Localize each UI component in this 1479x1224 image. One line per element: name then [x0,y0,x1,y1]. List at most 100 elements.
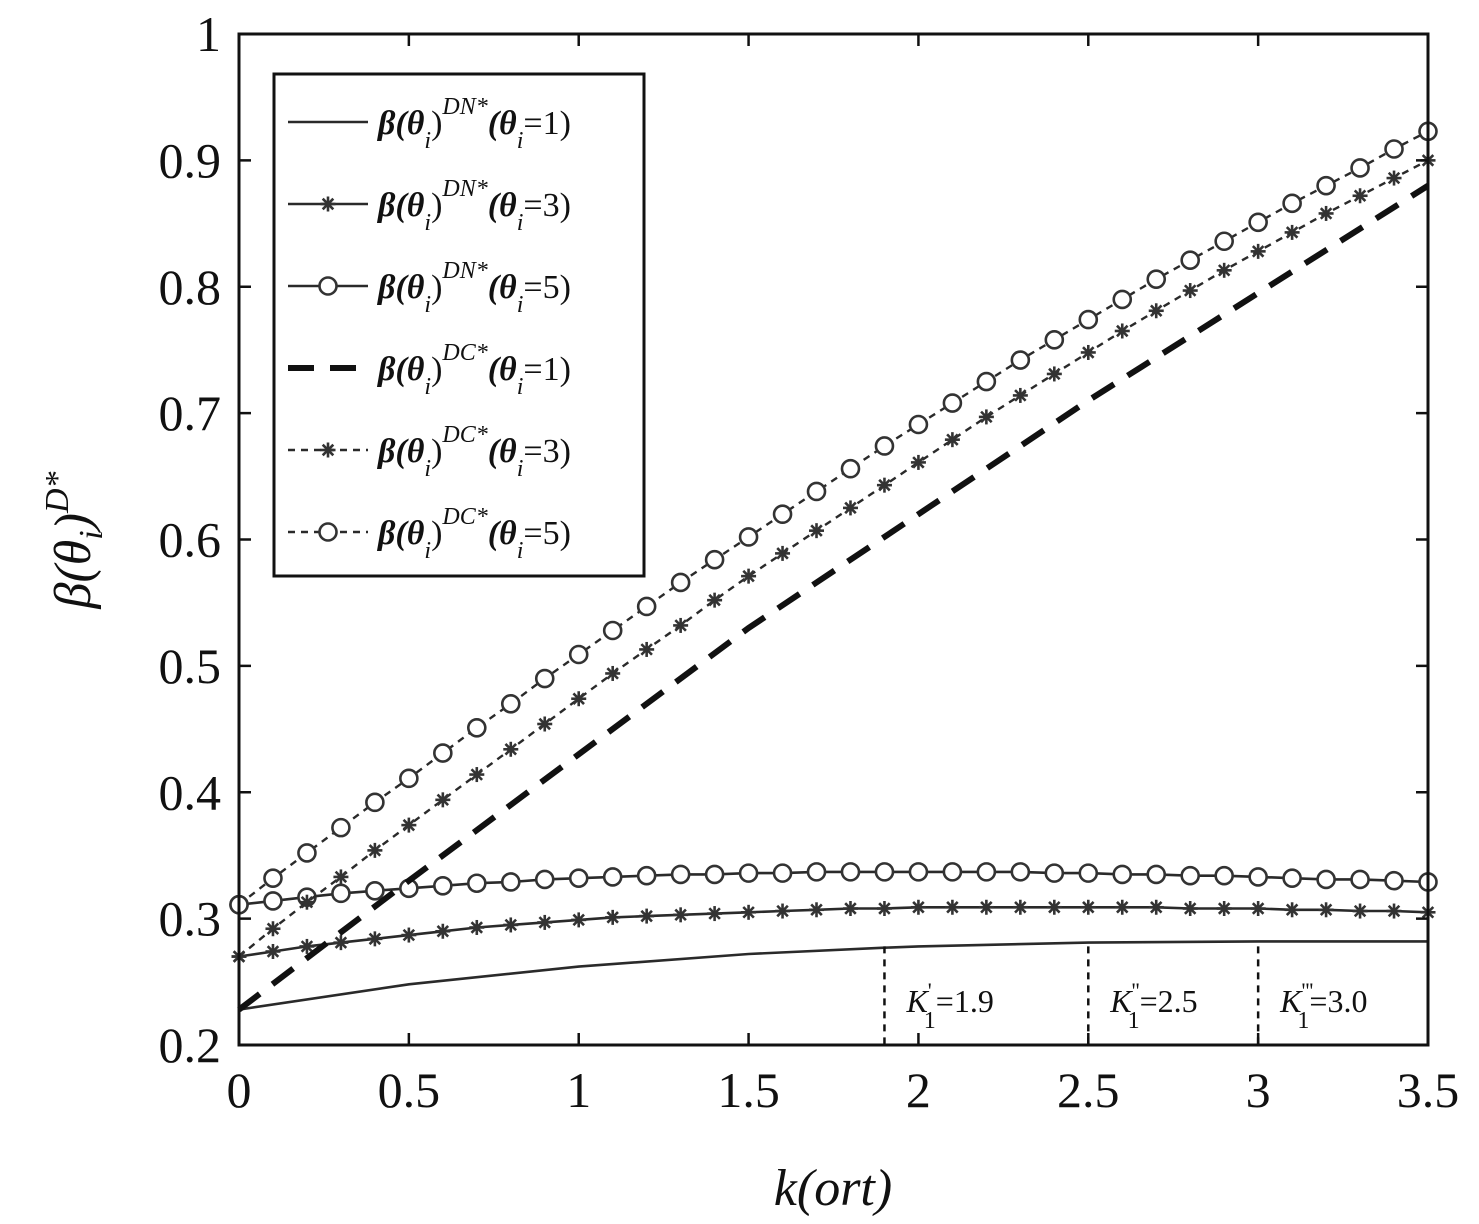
data-point [500,693,521,714]
data-point [333,935,349,951]
data-point [942,393,963,413]
legend-item-5: β(θi)DC*(θi=3) [288,422,571,482]
data-point [806,481,827,502]
y-tick-label: 1 [196,6,221,62]
data-point [1248,212,1268,233]
data-point [976,862,997,882]
data-point [704,864,725,885]
data-point [534,869,555,890]
data-point [1112,289,1133,310]
data-point [1146,269,1167,289]
data-point [399,768,419,789]
data-point [876,477,892,493]
legend-item-3: β(θi)DN*(θi=5) [288,258,571,318]
data-point [840,862,861,882]
data-point [1114,323,1130,339]
legend-marker [320,196,336,212]
x-tick-label: 0 [227,1062,252,1118]
data-point [1386,903,1402,919]
data-point [605,909,621,925]
data-point [1046,899,1062,915]
series-6 [229,121,1438,915]
data-point [466,717,487,738]
data-point [1216,262,1232,278]
data-point [1114,899,1130,915]
data-point [908,862,929,882]
series-5 [231,152,1436,965]
x-tick-label: 2 [906,1062,931,1118]
data-point [367,842,383,858]
data-point [365,792,385,813]
series-line-4 [237,183,1430,1012]
data-point [401,817,417,833]
data-point [738,863,759,883]
data-point [738,527,759,547]
data-point [636,865,657,886]
annotation-label: K'' 1=2.5 [1109,978,1197,1034]
data-point [639,908,655,924]
data-point [605,665,621,681]
data-point [1180,250,1200,271]
plot-content [229,121,1438,1012]
y-tick-label: 0.7 [159,385,222,441]
data-point [265,921,281,937]
legend-marker [320,442,336,458]
x-tick-label: 3.5 [1397,1062,1460,1118]
data-point [809,902,825,918]
data-point [1012,387,1028,403]
legend-label: β(θi)DC*(θi=1) [376,340,571,400]
legend-box [272,72,646,578]
legend-item-2: β(θi)DN*(θi=3) [288,176,571,236]
data-point [537,716,553,732]
data-point [874,862,895,882]
data-point [1250,243,1266,259]
data-point [537,914,553,930]
data-point [534,668,555,689]
data-point [469,919,485,935]
data-point [636,596,657,617]
data-point [806,862,827,882]
data-point [1282,193,1302,214]
annotation-1: K' 1=1.9 [883,946,994,1045]
y-tick-label: 0.3 [159,891,222,947]
data-point [503,917,519,933]
data-point [1078,309,1099,330]
data-point [1318,205,1334,221]
data-point [500,872,521,892]
data-point [299,938,315,954]
data-point [1112,864,1133,885]
data-point [976,371,997,392]
x-tick-label: 3 [1246,1062,1271,1118]
y-tick-label: 0.5 [159,638,222,694]
data-point [944,432,960,448]
data-point [1182,283,1198,299]
data-point [876,901,892,917]
data-point [1316,869,1336,890]
data-point [571,691,587,707]
x-tick-label: 1.5 [717,1062,780,1118]
data-point [1352,188,1368,204]
data-point [707,592,723,608]
data-point [978,899,994,915]
y-axis-title-main: β(θ [45,540,102,610]
data-point [1080,344,1096,360]
y-tick-label: 0.6 [159,512,222,568]
legend-label: β(θi)DC*(θi=3) [376,422,571,482]
legend-label: β(θi)DC*(θi=5) [376,504,571,564]
data-point [707,906,723,922]
legend: β(θi)DN*(θi=1) β(θi)DN*(θi=3) β(θi)DN*(θi=… [272,72,646,578]
data-point [263,891,283,911]
y-tick-label: 0.9 [159,132,222,188]
data-point [469,767,485,783]
y-axis-title-sup: D* [39,471,76,514]
y-tick-label: 0.4 [159,764,222,820]
data-point [1350,869,1370,890]
x-axis-title: k(ort) [774,1160,892,1217]
data-point [1250,901,1266,917]
data-point [602,867,623,887]
data-point [1080,899,1096,915]
data-point [1182,901,1198,917]
data-point [433,743,453,763]
